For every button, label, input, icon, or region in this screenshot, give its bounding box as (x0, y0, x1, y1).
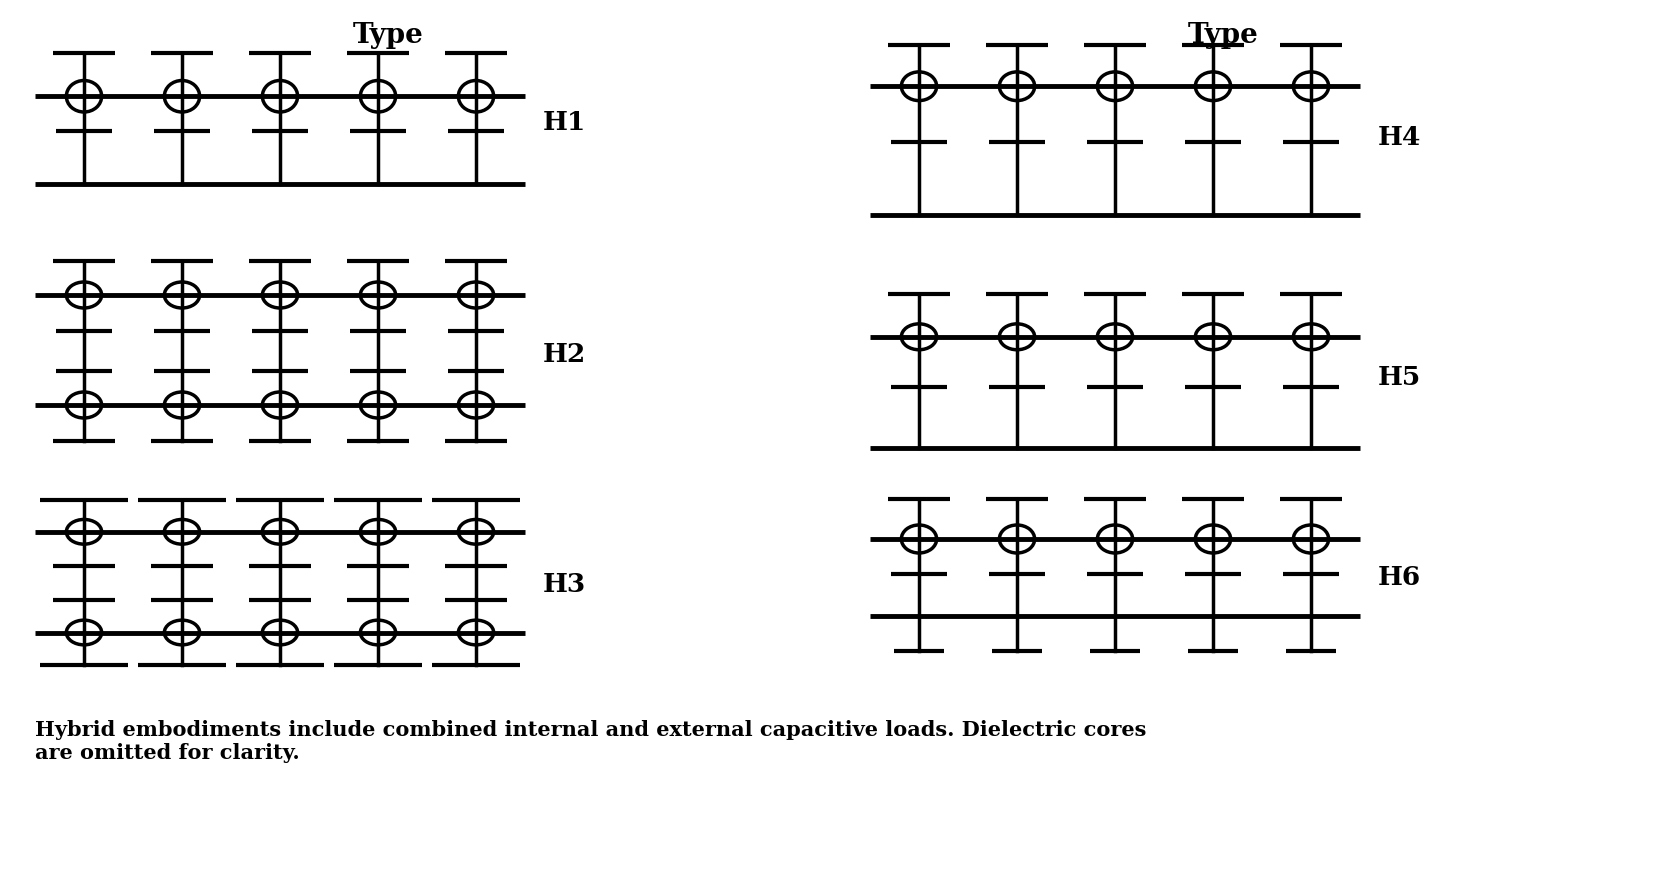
Text: H4: H4 (1378, 125, 1421, 150)
Text: H2: H2 (542, 342, 586, 367)
Text: H1: H1 (542, 110, 586, 135)
Text: Type: Type (353, 22, 423, 49)
Text: Type: Type (1188, 22, 1258, 49)
Text: H5: H5 (1378, 365, 1421, 390)
Text: H3: H3 (542, 573, 586, 598)
Text: Hybrid embodiments include combined internal and external capacitive loads. Diel: Hybrid embodiments include combined inte… (35, 720, 1146, 764)
Text: H6: H6 (1378, 565, 1421, 590)
